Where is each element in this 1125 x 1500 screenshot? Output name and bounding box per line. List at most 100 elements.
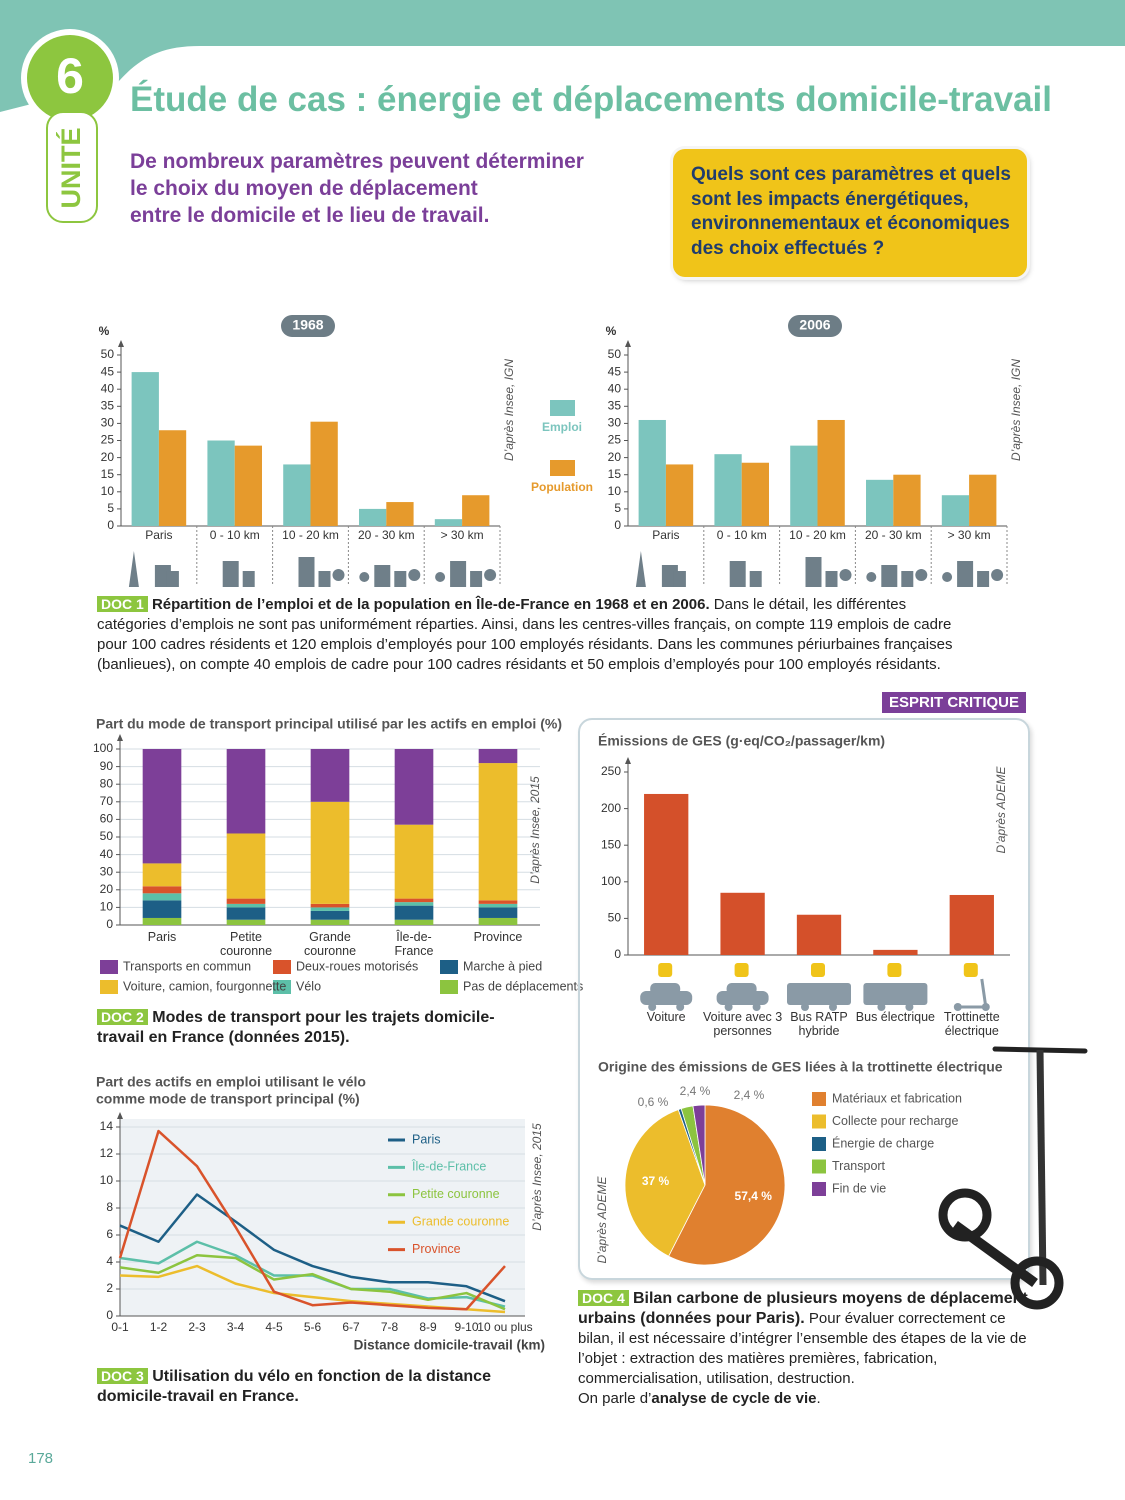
- unit-number: 6: [56, 48, 84, 104]
- bar: [207, 440, 235, 526]
- bar-segment: [478, 749, 518, 764]
- chart-title: 2006: [799, 317, 830, 333]
- question-line: environnementaux et économiques: [691, 213, 1010, 234]
- legend-label: Marche à pied: [463, 959, 542, 973]
- bar: [866, 479, 894, 526]
- icon: [648, 1003, 657, 1011]
- bar: [434, 519, 463, 526]
- x-tick-label: Paris: [147, 930, 177, 944]
- legend-swatch: [100, 980, 118, 994]
- chart-title: Part du mode de transport principal util…: [96, 716, 562, 732]
- y-tick-label: 100: [93, 741, 113, 755]
- icon: [470, 571, 483, 587]
- x-axis-label: Distance domicile-travail (km): [354, 1338, 545, 1353]
- bar: [644, 793, 689, 955]
- bar-segment: [394, 749, 434, 825]
- chart: 2006% 0 5 10 15 20 25 30 35 40 45 50 Paris 0 - 10 km 1…: [606, 315, 1023, 587]
- bar: [790, 445, 818, 526]
- bar-segment: [226, 903, 266, 908]
- y-tick-label: 5: [107, 501, 114, 515]
- bar: [234, 445, 262, 526]
- bar-segment: [478, 763, 518, 901]
- doc-text: Dans le détail, les différentes catégori…: [97, 596, 953, 673]
- icon: [729, 561, 746, 587]
- x-tick-label: 1-2: [150, 1320, 168, 1334]
- doc-caption: DOC 4 Bilan carbone de plusieurs moyens …: [578, 1288, 1028, 1409]
- source: D’après Insee, IGN: [502, 359, 516, 461]
- data-label: 2,4 %: [680, 1084, 711, 1098]
- y-tick-label: 40: [101, 381, 115, 395]
- x-tick-label: 4-5: [265, 1320, 283, 1334]
- source: D’après ADEME: [994, 766, 1008, 854]
- bar-segment: [478, 907, 518, 918]
- y-tick-label: 30: [101, 416, 115, 430]
- bar-segment: [394, 905, 434, 920]
- icon: [242, 571, 255, 587]
- bar: [714, 454, 742, 526]
- legend-swatch: [812, 1182, 826, 1196]
- legend-label: Voiture, camion, fourgonnette: [123, 979, 286, 993]
- x-tick-label: 0 - 10 km: [717, 528, 767, 542]
- legend-label: Pas de déplacements: [463, 979, 583, 993]
- doc-label: DOC 4: [578, 1290, 629, 1306]
- bar: [817, 419, 845, 526]
- doc-caption: DOC 2 Modes de transport pour les trajet…: [97, 1007, 527, 1048]
- bar-segment: [226, 833, 266, 899]
- doc-label: DOC 1: [97, 596, 148, 612]
- y-tick-label: 40: [608, 381, 622, 395]
- icon: [811, 963, 825, 977]
- x-tick-label: > 30 km: [441, 528, 484, 542]
- icon: [332, 569, 345, 581]
- bar: [720, 892, 765, 955]
- intro-line: le choix du moyen de déplacement: [130, 177, 478, 200]
- bar-segment: [226, 749, 266, 834]
- badge: ESPRIT CRITIQUE: [882, 692, 1027, 713]
- icon: [658, 963, 673, 977]
- wheel: [938, 1188, 992, 1242]
- y-tick-label: 80: [100, 776, 114, 790]
- y-tick-label: 50: [608, 347, 622, 361]
- icon: [905, 1003, 914, 1011]
- bar-segment: [142, 886, 182, 894]
- x-tick-label: 0 - 10 km: [210, 528, 260, 542]
- axis-arrow: [118, 340, 124, 347]
- icon: [394, 571, 407, 587]
- y-tick-label: 50: [100, 829, 114, 843]
- bar: [462, 495, 490, 526]
- unit-label: UNITÉ: [55, 128, 86, 209]
- y-tick-label: 10: [101, 484, 115, 498]
- line: [119, 1254, 506, 1311]
- chart-modes: Part du mode de transport principal util…: [90, 710, 583, 1010]
- chart: 1968% 0 5 10 15 20 25 30 35 40 45 50 Paris 0 - 10 km 1…: [99, 315, 516, 587]
- x-tick-label: Île-de-France: [394, 930, 434, 958]
- chart: Émissions de GES (g·eq/CO₂/passager/km) 0…: [598, 733, 1010, 1011]
- bar-segment: [478, 917, 518, 925]
- y-tick-label: 20: [608, 450, 622, 464]
- bar-segment: [142, 900, 182, 918]
- bar: [310, 421, 338, 526]
- intro-line: De nombreux paramètres peuvent détermine…: [130, 150, 584, 173]
- legend-swatch: [812, 1159, 826, 1174]
- legend-swatch: [440, 960, 458, 974]
- bar: [949, 894, 994, 955]
- legend-label: Grande couronne: [412, 1214, 509, 1228]
- icon: [981, 1003, 990, 1011]
- bar-segment: [310, 919, 350, 925]
- icon: [887, 963, 902, 977]
- y-axis-label: %: [99, 324, 110, 338]
- legend-swatch: [812, 1092, 826, 1106]
- y-tick-label: 20: [101, 450, 115, 464]
- doc-text: On parle d’: [578, 1390, 652, 1407]
- intro-line: entre le domicile et le lieu de travail.: [130, 204, 490, 227]
- doc-emphasis: analyse de cycle de vie: [651, 1390, 817, 1407]
- icon: [829, 1003, 837, 1011]
- x-tick-label: 10 - 20 km: [789, 528, 846, 542]
- icon: [957, 561, 974, 587]
- unit-box: [46, 111, 98, 223]
- chart-title: Origine des émissions de GES liées à la …: [598, 1059, 1003, 1075]
- pie-slice: [692, 1104, 706, 1186]
- bar: [158, 430, 187, 526]
- x-tick-label: 20 - 30 km: [865, 528, 922, 542]
- y-tick-label: 40: [100, 847, 114, 861]
- icon: [866, 572, 877, 582]
